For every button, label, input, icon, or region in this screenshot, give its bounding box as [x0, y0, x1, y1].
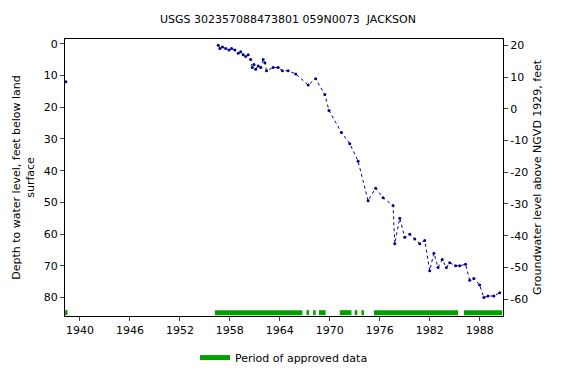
- svg-text:1988: 1988: [466, 324, 494, 337]
- svg-text:10: 10: [44, 69, 58, 82]
- svg-text:-60: -60: [510, 293, 528, 306]
- svg-text:-20: -20: [510, 166, 528, 179]
- svg-text:-50: -50: [510, 261, 528, 274]
- svg-text:0: 0: [51, 38, 58, 51]
- svg-text:1958: 1958: [216, 324, 244, 337]
- svg-text:1964: 1964: [266, 324, 294, 337]
- svg-text:40: 40: [44, 165, 58, 178]
- svg-text:60: 60: [44, 228, 58, 241]
- svg-text:70: 70: [44, 260, 58, 273]
- svg-text:-40: -40: [510, 230, 528, 243]
- svg-text:-10: -10: [510, 134, 528, 147]
- svg-text:0: 0: [510, 103, 517, 116]
- svg-text:20: 20: [510, 39, 524, 52]
- svg-text:USGS 302357088473801 059N0073: USGS 302357088473801 059N0073 JACKSON: [160, 13, 416, 26]
- svg-text:Period of approved data: Period of approved data: [235, 352, 367, 365]
- svg-text:30: 30: [44, 133, 58, 146]
- svg-text:1982: 1982: [416, 324, 444, 337]
- svg-text:80: 80: [44, 291, 58, 304]
- svg-text:1952: 1952: [166, 324, 194, 337]
- svg-text:Depth to water level, feet bel: Depth to water level, feet below landsur…: [10, 75, 37, 280]
- svg-text:-30: -30: [510, 198, 528, 211]
- svg-text:1976: 1976: [366, 324, 394, 337]
- svg-text:1970: 1970: [316, 324, 344, 337]
- svg-text:50: 50: [44, 196, 58, 209]
- svg-text:1940: 1940: [66, 324, 94, 337]
- svg-text:10: 10: [510, 71, 524, 84]
- svg-text:1946: 1946: [116, 324, 144, 337]
- svg-text:20: 20: [44, 101, 58, 114]
- svg-text:Groundwater level above NGVD 1: Groundwater level above NGVD 1929, feet: [531, 59, 544, 295]
